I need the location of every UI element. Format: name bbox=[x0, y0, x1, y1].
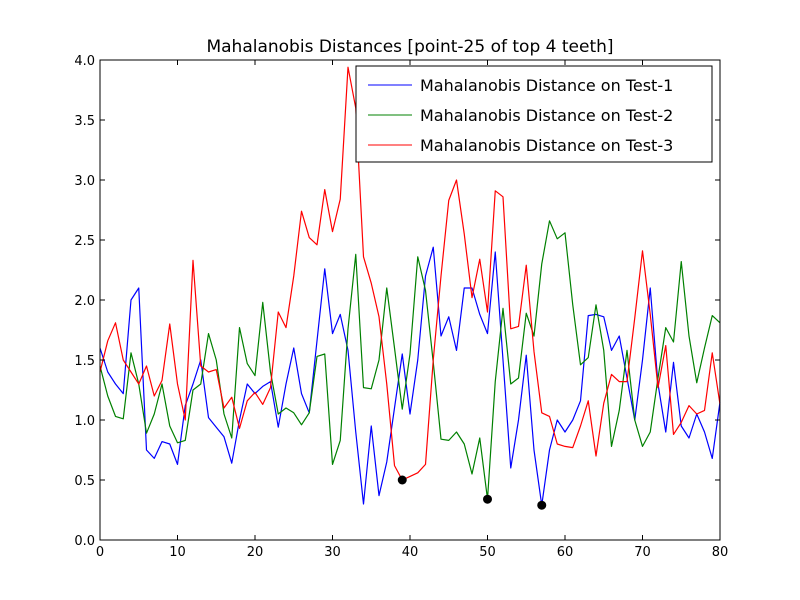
y-tick-label: 1.0 bbox=[74, 414, 95, 429]
x-tick-label: 60 bbox=[557, 545, 574, 560]
x-tick-label: 80 bbox=[712, 545, 729, 560]
y-tick-label: 0.5 bbox=[74, 474, 95, 489]
series-line-test-3 bbox=[99, 66, 721, 481]
x-axis: 0 10 20 30 40 50 60 70 80 bbox=[96, 60, 728, 560]
legend-label-test-3: Mahalanobis Distance on Test-3 bbox=[420, 136, 673, 155]
series-line-test-1 bbox=[99, 246, 721, 506]
x-tick-label: 70 bbox=[634, 545, 651, 560]
min-marker-2 bbox=[483, 494, 492, 504]
min-marker-1 bbox=[397, 475, 407, 485]
series-layer bbox=[99, 66, 721, 506]
x-tick-label: 50 bbox=[479, 545, 496, 560]
series-line-test-2 bbox=[99, 220, 721, 500]
x-tick-label: 30 bbox=[324, 545, 341, 560]
y-tick-label: 2.5 bbox=[74, 234, 95, 249]
y-tick-label: 0.0 bbox=[74, 534, 95, 549]
marker-layer bbox=[397, 475, 547, 510]
legend-label-test-1: Mahalanobis Distance on Test-1 bbox=[420, 76, 673, 95]
legend: Mahalanobis Distance on Test-1 Mahalanob… bbox=[355, 65, 713, 163]
chart-title: Mahalanobis Distances [point-25 of top 4… bbox=[206, 37, 613, 57]
y-tick-label: 4.0 bbox=[74, 54, 95, 69]
y-axis: 0.0 0.5 1.0 1.5 2.0 2.5 3.0 3.5 4.0 bbox=[74, 54, 720, 549]
y-tick-label: 2.0 bbox=[74, 294, 95, 309]
x-tick-label: 10 bbox=[169, 545, 186, 560]
legend-label-test-2: Mahalanobis Distance on Test-2 bbox=[420, 106, 673, 125]
legend-box bbox=[355, 65, 713, 163]
min-marker-3 bbox=[537, 500, 547, 510]
x-tick-label: 20 bbox=[247, 545, 264, 560]
y-tick-label: 3.0 bbox=[74, 174, 95, 189]
y-tick-label: 3.5 bbox=[74, 114, 95, 129]
x-tick-label: 0 bbox=[96, 545, 104, 560]
y-tick-label: 1.5 bbox=[74, 354, 95, 369]
x-tick-label: 40 bbox=[402, 545, 419, 560]
